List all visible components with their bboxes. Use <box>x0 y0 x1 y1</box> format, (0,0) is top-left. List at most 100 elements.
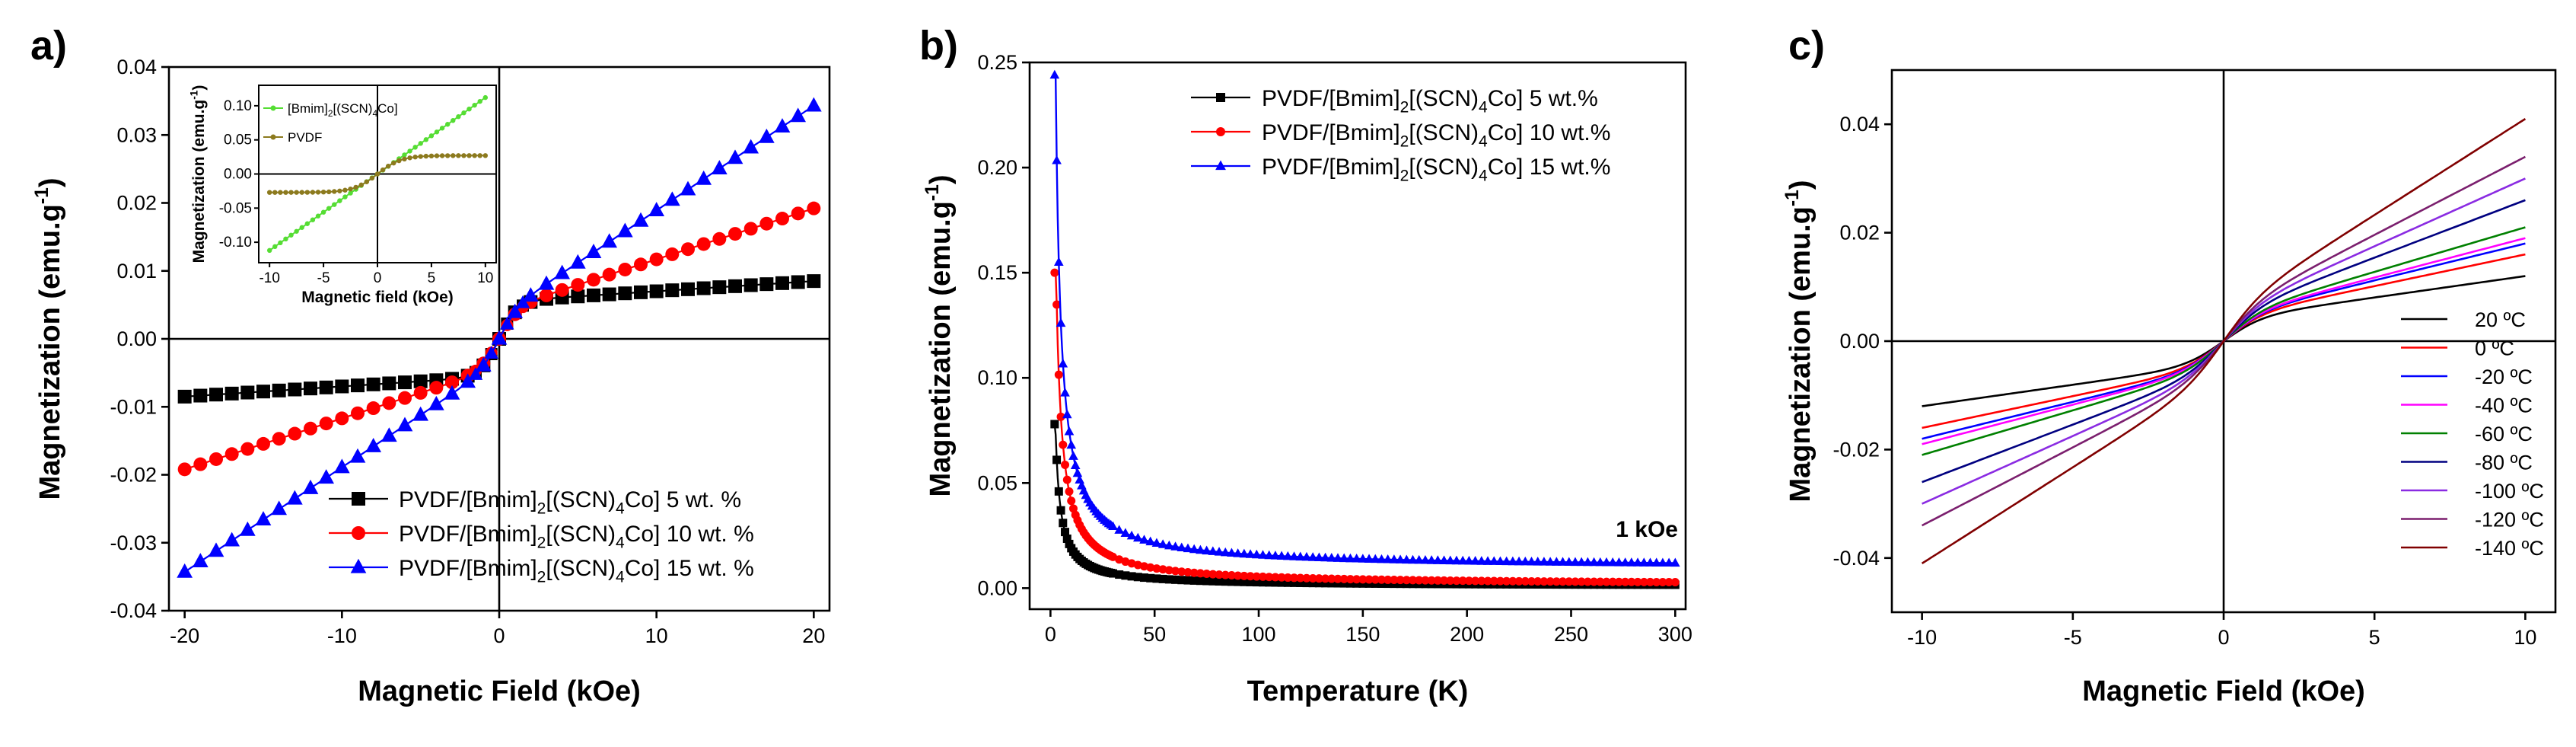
b-data-point-2 <box>1151 538 1162 547</box>
c-x-tick-label: -10 <box>1907 626 1937 649</box>
a-legend-marker-0 <box>352 492 365 506</box>
b-data-point-2 <box>1345 553 1355 563</box>
b-x-tick-label: 100 <box>1241 623 1275 646</box>
a-data-point-0 <box>681 282 695 296</box>
b-data-point-1 <box>1177 567 1186 576</box>
b-data-point-0 <box>1059 519 1068 528</box>
b-data-point-2 <box>1657 557 1668 567</box>
a-y-tick-label: -0.03 <box>110 532 157 554</box>
a-data-point-0 <box>240 385 255 400</box>
inset-data-point-0 <box>326 206 332 211</box>
b-y-tick-label: 0.15 <box>977 261 1017 284</box>
inset-data-point-1 <box>396 158 402 164</box>
panel-label-c: c) <box>1788 23 1825 69</box>
a-data-point-0 <box>288 382 302 397</box>
a-data-point-0 <box>304 381 317 396</box>
b-data-point-1 <box>1495 576 1505 586</box>
b-data-point-2 <box>1420 554 1431 564</box>
b-data-point-1 <box>1377 575 1386 584</box>
b-data-point-1 <box>1277 573 1286 582</box>
b-data-point-1 <box>1533 577 1543 586</box>
b-data-point-1 <box>1645 577 1654 586</box>
a-x-axis-label: Magnetic Field (kOe) <box>358 675 641 707</box>
b-data-point-2 <box>1564 557 1575 567</box>
inset-data-point-1 <box>402 156 407 162</box>
inset-data-point-0 <box>299 225 304 230</box>
b-legend-marker-2 <box>1215 160 1226 171</box>
b-data-point-1 <box>1508 576 1517 586</box>
b-data-point-1 <box>1202 570 1212 579</box>
b-data-point-1 <box>1421 576 1430 585</box>
b-data-point-2 <box>1326 553 1337 562</box>
inset-data-point-0 <box>482 94 489 101</box>
a-data-point-2 <box>365 437 382 452</box>
inset-data-point-0 <box>315 213 321 219</box>
b-data-point-1 <box>1527 576 1536 586</box>
a-data-point-2 <box>758 128 775 143</box>
b-data-point-2 <box>1264 550 1275 560</box>
b-data-point-0 <box>1061 528 1070 537</box>
b-data-point-1 <box>1458 576 1467 586</box>
a-data-point-1 <box>288 426 302 441</box>
inset-data-point-1 <box>266 190 272 195</box>
inset-data-point-0 <box>451 118 456 123</box>
a-data-point-1 <box>224 447 239 461</box>
b-data-point-2 <box>1220 547 1231 557</box>
b-data-point-1 <box>1415 576 1424 585</box>
inset-x-tick-label: 10 <box>477 270 493 286</box>
b-data-point-0 <box>1327 579 1336 588</box>
c-legend-label-5: -80 ºC <box>2475 452 2533 474</box>
b-data-point-2 <box>1068 451 1078 460</box>
b-data-point-1 <box>1440 576 1449 585</box>
b-legend-label-2: PVDF/[Bmim]2[(SCN)4Co] 15 wt.% <box>1262 155 1610 184</box>
b-data-point-2 <box>1126 530 1137 540</box>
a-y-tick-label: 0.02 <box>116 192 157 215</box>
c-y-tick-label: -0.04 <box>1832 547 1880 570</box>
a-data-point-1 <box>696 237 711 251</box>
b-data-point-1 <box>1061 460 1070 469</box>
b-data-point-2 <box>1062 409 1072 419</box>
a-data-point-2 <box>208 542 224 557</box>
b-data-point-1 <box>1152 564 1161 573</box>
a-data-point-1 <box>272 432 286 446</box>
a-data-point-2 <box>805 97 822 112</box>
b-data-point-2 <box>1470 556 1480 565</box>
a-x-tick-label: -10 <box>327 624 357 647</box>
b-y-tick-label: 0.00 <box>977 576 1017 599</box>
a-data-point-0 <box>696 281 711 295</box>
a-data-point-1 <box>728 227 742 241</box>
a-data-point-1 <box>319 417 333 431</box>
c-y-tick-label: -0.02 <box>1832 438 1880 461</box>
b-data-point-2 <box>1501 556 1511 566</box>
inset-data-point-1 <box>272 190 278 195</box>
b-data-point-0 <box>1314 579 1323 588</box>
inset-y-tick-label: 0.05 <box>224 132 252 148</box>
b-data-point-2 <box>1227 547 1237 557</box>
inset-data-point-1 <box>418 154 423 159</box>
c-legend-label-1: 0 ºC <box>2475 337 2514 360</box>
b-data-point-1 <box>1333 574 1342 583</box>
a-data-point-0 <box>728 279 742 293</box>
b-data-point-2 <box>1295 551 1306 561</box>
b-data-point-1 <box>1471 576 1480 586</box>
b-data-point-2 <box>1070 460 1081 469</box>
b-data-point-1 <box>1146 563 1155 572</box>
inset-data-point-0 <box>407 148 412 154</box>
b-data-point-0 <box>1062 534 1071 543</box>
inset-data-point-1 <box>304 190 310 195</box>
inset-data-point-1 <box>358 182 364 188</box>
b-data-point-2 <box>1533 557 1543 566</box>
a-data-point-2 <box>271 500 288 516</box>
b-data-point-2 <box>1320 552 1330 562</box>
b-data-point-1 <box>1552 577 1561 586</box>
b-data-point-1 <box>1402 576 1411 585</box>
b-data-point-1 <box>1321 574 1330 583</box>
inset-y-tick-label: 0.00 <box>224 167 252 183</box>
inset-data-point-1 <box>466 153 472 158</box>
b-data-point-2 <box>1607 557 1618 567</box>
a-x-tick-label: -20 <box>170 624 199 647</box>
b-data-point-1 <box>1052 300 1062 309</box>
b-data-point-2 <box>1053 257 1064 267</box>
b-data-point-1 <box>1633 577 1642 586</box>
a-y-tick-label: -0.02 <box>110 464 157 487</box>
